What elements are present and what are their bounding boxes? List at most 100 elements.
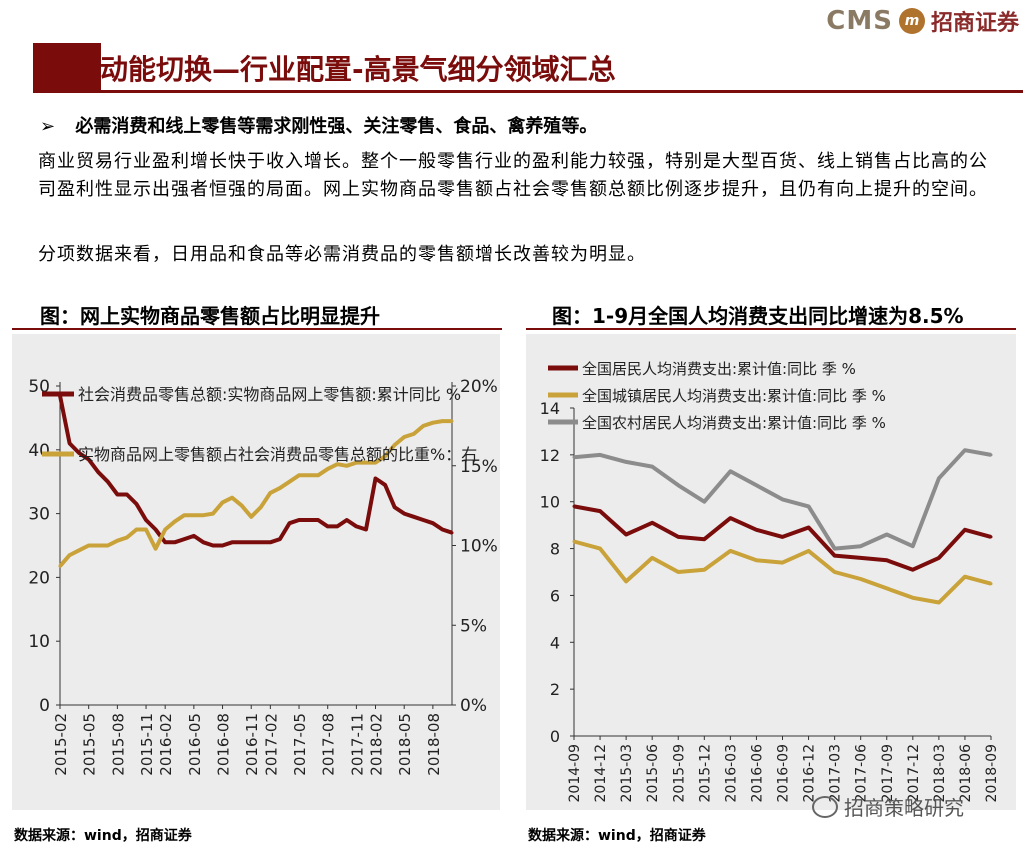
x-axis-tick-label: 2018-06	[958, 744, 974, 803]
data-point-2	[240, 504, 244, 508]
data-point-1	[297, 518, 301, 522]
series-line-2	[573, 539, 992, 605]
data-point-2	[431, 421, 435, 425]
data-point-1	[182, 537, 186, 541]
key-point-text: 必需消费和线上零售等需求刚性强、关注零售、食品、禽养殖等。	[75, 116, 598, 137]
data-point-2	[412, 432, 416, 436]
data-point-2	[421, 424, 425, 428]
x-axis-tick-label: 2014-12	[593, 744, 609, 803]
data-point-1	[963, 528, 967, 532]
data-point-2	[345, 464, 349, 468]
data-point-1	[364, 528, 368, 532]
data-point-1	[421, 518, 425, 522]
data-point-1	[911, 568, 915, 572]
chart-2-source: 数据来源：wind，招商证券	[528, 828, 706, 844]
x-axis-tick-label: 2018-05	[396, 713, 414, 776]
data-point-3	[807, 504, 811, 508]
data-point-3	[885, 533, 889, 537]
data-point-1	[307, 518, 311, 522]
data-point-2	[192, 513, 196, 517]
data-point-3	[572, 455, 576, 459]
x-axis-tick-label: 2018-09	[984, 744, 1000, 803]
data-point-1	[598, 509, 602, 513]
data-point-1	[702, 537, 706, 541]
data-point-2	[781, 561, 784, 565]
data-point-2	[702, 568, 706, 572]
data-point-2	[937, 600, 941, 604]
data-point-1	[96, 470, 100, 474]
data-point-1	[335, 524, 339, 528]
data-point-1	[402, 512, 406, 516]
data-point-2	[125, 536, 129, 540]
data-point-2	[885, 586, 889, 590]
data-point-1	[115, 492, 119, 496]
data-point-1	[393, 505, 397, 509]
left-axis-tick-label: 0	[39, 696, 50, 716]
data-point-3	[624, 460, 628, 464]
x-axis-tick-label: 2017-05	[291, 713, 309, 776]
data-point-1	[326, 524, 330, 528]
data-point-2	[307, 473, 311, 477]
data-point-2	[144, 528, 148, 532]
data-point-2	[211, 512, 215, 516]
x-axis-tick-label: 2017-02	[262, 713, 280, 776]
data-point-3	[650, 465, 654, 469]
data-point-2	[807, 549, 811, 553]
data-point-2	[221, 500, 225, 504]
x-axis-tick-label: 2015-12	[697, 744, 713, 803]
data-point-2	[115, 539, 119, 543]
data-point-1	[754, 528, 758, 532]
chart-2-svg: 0 2 4 6 8 10 12 14 2014-09 2014-12 2015-03 2015-06 2…	[540, 360, 1000, 803]
data-point-1	[354, 524, 358, 528]
x-axis-tick-label: 2017-08	[320, 713, 338, 776]
data-point-3	[833, 547, 837, 551]
right-axis-tick-label: 5%	[460, 616, 487, 636]
logo-mark-icon: m	[898, 8, 925, 34]
data-point-1	[624, 533, 628, 537]
data-point-2	[134, 528, 138, 532]
right-axis-tick-label: 0%	[460, 696, 487, 716]
data-point-1	[259, 540, 263, 544]
title-accent-block	[33, 43, 101, 90]
legend-label-1: 全国居民人均消费支出:累计值:同比 季 %	[582, 360, 856, 378]
x-axis-tick-label: 2015-06	[645, 744, 661, 803]
left-axis-tick-label: 40	[28, 441, 50, 461]
data-point-1	[316, 518, 320, 522]
data-point-2	[77, 548, 81, 552]
data-point-2	[68, 553, 72, 557]
data-point-3	[937, 476, 941, 480]
data-point-2	[163, 528, 167, 532]
data-point-2	[154, 547, 158, 551]
series-line-2	[58, 419, 452, 568]
data-point-1	[833, 554, 837, 558]
left-axis-tick-label: 10	[28, 632, 50, 652]
chart-2-panel: 0 2 4 6 8 10 12 14 2014-09 2014-12 2015-03 2015-06 2…	[526, 334, 1016, 810]
x-axis-tick-label: 2016-03	[723, 744, 739, 803]
data-point-1	[431, 521, 435, 525]
data-point-1	[144, 518, 148, 522]
data-point-1	[268, 540, 272, 544]
data-point-2	[230, 496, 234, 500]
logo-cn: 招商证券	[930, 11, 1019, 36]
data-point-2	[911, 596, 915, 600]
data-point-2	[598, 547, 602, 551]
data-point-3	[754, 483, 758, 487]
data-point-1	[989, 535, 993, 539]
data-point-2	[989, 582, 993, 586]
x-axis-tick-label: 2016-12	[802, 744, 818, 803]
data-point-1	[173, 540, 177, 544]
data-point-2	[859, 577, 863, 581]
x-axis-tick-label: 2016-05	[186, 713, 204, 776]
data-point-2	[96, 544, 100, 547]
paragraph-2: 分项数据来看，日用品和食品等必需消费品的零售额增长改善较为明显。	[38, 244, 646, 265]
chart-2-title: 图：1-9月全国人均消费支出同比增速为8.5%	[552, 304, 964, 328]
x-axis-tick-label: 2017-06	[854, 744, 870, 803]
x-axis-tick-label: 2017-12	[906, 744, 922, 803]
data-point-1	[450, 531, 454, 535]
data-point-2	[354, 461, 358, 465]
x-axis-tick-label: 2017-03	[828, 744, 844, 803]
data-point-2	[963, 575, 967, 579]
data-point-1	[650, 521, 654, 525]
x-axis-tick-label: 2015-09	[671, 744, 687, 803]
